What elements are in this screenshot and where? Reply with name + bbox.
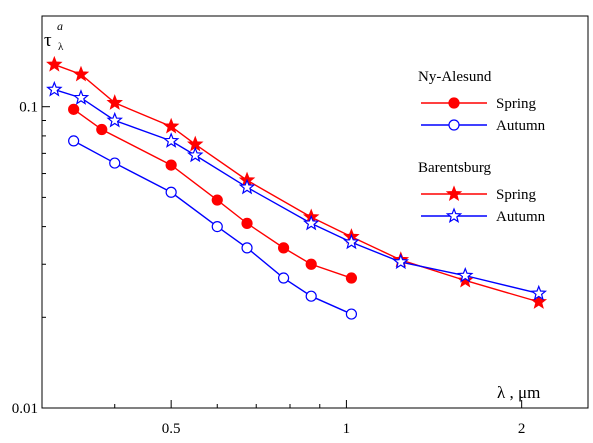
data-point xyxy=(345,272,358,284)
data-point xyxy=(211,194,223,206)
data-point xyxy=(277,242,290,254)
data-point xyxy=(530,284,548,301)
legend-entry-label: Autumn xyxy=(496,118,546,134)
legend-entry-label: Spring xyxy=(496,187,537,203)
series-line xyxy=(73,108,352,279)
data-point xyxy=(46,80,63,97)
legend-swatch-marker xyxy=(448,119,460,131)
data-point xyxy=(457,266,474,283)
x-axis-label: λ , μm xyxy=(497,383,540,402)
x-tick-label: 0.5 xyxy=(162,421,181,437)
data-point xyxy=(343,233,360,250)
data-point xyxy=(305,290,317,302)
x-tick-label: 1 xyxy=(343,421,351,437)
data-point xyxy=(106,94,123,110)
legend-swatch-marker xyxy=(448,97,460,109)
y-tick-label: 0.1 xyxy=(19,100,38,116)
series-2 xyxy=(46,55,548,309)
data-point xyxy=(165,186,177,198)
data-point xyxy=(72,89,90,105)
data-point xyxy=(345,308,358,320)
data-point xyxy=(96,123,108,136)
series-line xyxy=(54,88,539,295)
series-1 xyxy=(68,135,358,320)
data-point xyxy=(72,65,90,82)
legend-swatch-marker xyxy=(445,185,463,202)
data-point xyxy=(238,178,256,195)
data-point xyxy=(162,132,180,148)
data-point xyxy=(162,117,180,134)
legend-entry-label: Autumn xyxy=(496,209,546,225)
data-point xyxy=(241,217,253,229)
legend-entry-label: Spring xyxy=(496,96,537,112)
data-point xyxy=(241,242,253,254)
data-point xyxy=(68,135,80,147)
data-point xyxy=(68,103,80,115)
x-tick-label: 2 xyxy=(518,421,526,437)
y-axis-label: τ xyxy=(44,30,52,51)
data-point xyxy=(165,159,177,171)
data-series xyxy=(46,55,548,320)
data-point xyxy=(305,258,317,270)
data-point xyxy=(46,55,63,72)
data-point xyxy=(187,146,204,163)
axis-ticks: 0.5 1 2 0.01 0.1 xyxy=(12,15,526,437)
legend-group-title: Barentsburg xyxy=(418,160,492,176)
data-point xyxy=(277,272,290,284)
data-point xyxy=(211,220,223,233)
data-point xyxy=(109,157,121,169)
y-tick-label: 0.01 xyxy=(12,401,38,417)
data-point xyxy=(106,111,123,128)
series-line xyxy=(54,63,539,303)
y-axis-label-subscript: λ xyxy=(58,41,64,53)
series-0 xyxy=(68,103,358,284)
data-point xyxy=(457,271,474,288)
legend-swatch-marker xyxy=(445,207,463,224)
y-axis-label-superscript: a xyxy=(57,19,63,33)
legend-group-title: Ny-Alesund xyxy=(418,69,492,85)
data-point xyxy=(392,253,410,270)
legend: Ny-AlesundSpringAutumnBarentsburgSpringA… xyxy=(418,69,546,225)
plot-frame xyxy=(41,15,589,409)
series-3 xyxy=(46,80,548,301)
data-point xyxy=(530,293,548,309)
data-point xyxy=(302,214,320,231)
